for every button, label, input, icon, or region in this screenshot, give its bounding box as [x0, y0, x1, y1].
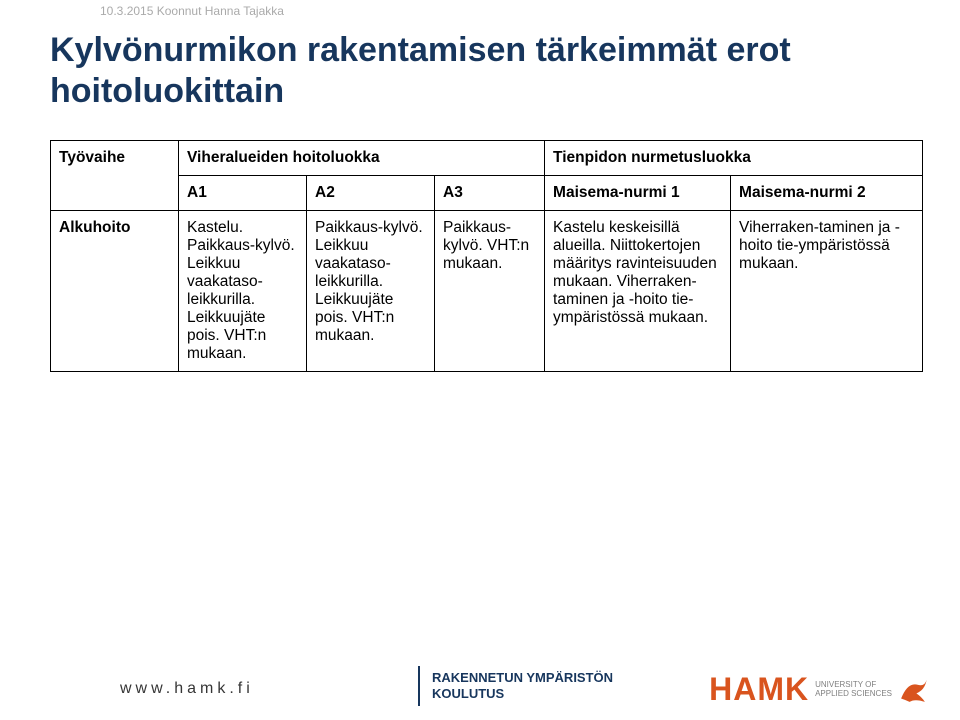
cell-a1: Kastelu. Paikkaus-kylvö. Leikkuu vaakata… — [179, 211, 307, 372]
header-a2: A2 — [307, 176, 435, 211]
header-col1: Työvaihe — [51, 141, 179, 211]
table-row: Alkuhoito Kastelu. Paikkaus-kylvö. Leikk… — [51, 211, 923, 372]
table-header-row-1: Työvaihe Viheralueiden hoitoluokka Tienp… — [51, 141, 923, 176]
table: Työvaihe Viheralueiden hoitoluokka Tienp… — [50, 140, 922, 372]
header-span2: Tienpidon nurmetusluokka — [545, 141, 923, 176]
logo-sub-2: APPLIED SCIENCES — [815, 689, 892, 698]
date-info: 10.3.2015 Koonnut Hanna Tajakka — [100, 4, 284, 18]
header-span1: Viheralueiden hoitoluokka — [179, 141, 545, 176]
cell-m2: Viherraken-taminen ja -hoito tie-ympäris… — [731, 211, 923, 372]
slide: 10.3.2015 Koonnut Hanna Tajakka Kylvönur… — [0, 0, 960, 720]
dept-line-1: RAKENNETUN YMPÄRISTÖN — [432, 670, 613, 685]
table-header-row-2: A1 A2 A3 Maisema-nurmi 1 Maisema-nurmi 2 — [51, 176, 923, 211]
cell-m1: Kastelu keskeisillä alueilla. Niittokert… — [545, 211, 731, 372]
row-label: Alkuhoito — [51, 211, 179, 372]
footer-logo: HAMK UNIVERSITY OF APPLIED SCIENCES — [709, 671, 930, 708]
footer-department: RAKENNETUN YMPÄRISTÖN KOULUTUS — [432, 670, 613, 703]
footer-url: www.hamk.fi — [120, 680, 254, 698]
cell-a3: Paikkaus-kylvö. VHT:n mukaan. — [435, 211, 545, 372]
header-m1: Maisema-nurmi 1 — [545, 176, 731, 211]
logo-text: HAMK — [709, 671, 809, 708]
footer-divider — [418, 666, 420, 706]
header-m2: Maisema-nurmi 2 — [731, 176, 923, 211]
footer: www.hamk.fi RAKENNETUN YMPÄRISTÖN KOULUT… — [0, 660, 960, 720]
dept-line-2: KOULUTUS — [432, 686, 504, 701]
logo-subtitle: UNIVERSITY OF APPLIED SCIENCES — [815, 681, 892, 699]
header-a3: A3 — [435, 176, 545, 211]
page-title: Kylvönurmikon rakentamisen tärkeimmät er… — [50, 30, 930, 112]
bird-icon — [896, 673, 930, 707]
logo-sub-1: UNIVERSITY OF — [815, 680, 876, 689]
cell-a2: Paikkaus-kylvö. Leikkuu vaakataso-leikku… — [307, 211, 435, 372]
header-a1: A1 — [179, 176, 307, 211]
